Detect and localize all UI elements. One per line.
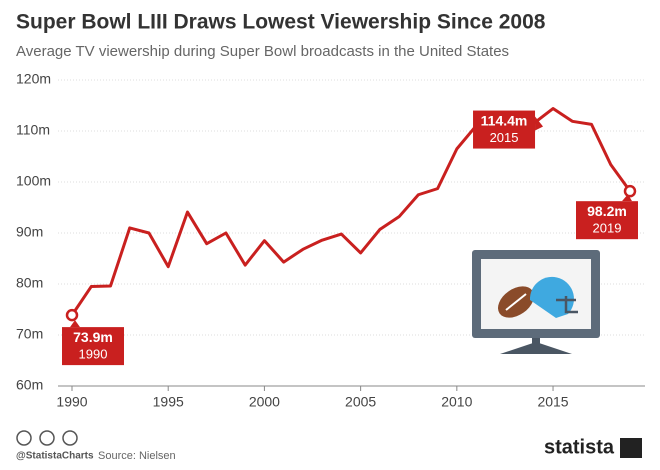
x-tick-label: 2005 (345, 394, 376, 410)
footer-icons (16, 430, 78, 446)
y-tick-label: 100m (16, 173, 51, 189)
source: Source: Nielsen (98, 450, 176, 462)
credit: @StatistaCharts (16, 451, 94, 462)
annotation-box (473, 110, 536, 149)
annotation-pointer (535, 116, 544, 131)
annotation-box (62, 327, 124, 366)
chart-title: Super Bowl LIII Draws Lowest Viewership … (16, 11, 546, 34)
y-tick-label: 60m (16, 377, 43, 393)
y-tick-label: 70m (16, 326, 43, 342)
annotation-value: 114.4m (481, 112, 528, 128)
y-tick-label: 90m (16, 224, 43, 240)
annotation-year: 2015 (490, 130, 519, 145)
annotation-year: 1990 (79, 347, 108, 362)
annotation: 73.9m 1990 (62, 320, 124, 366)
annotation-year: 2019 (593, 221, 622, 236)
x-tick-label: 2015 (537, 394, 568, 410)
y-tick-label: 110m (16, 122, 50, 138)
annotation-box (576, 201, 638, 240)
brand: statista (544, 436, 615, 458)
y-tick-label: 120m (16, 71, 51, 87)
annotation-pointer (70, 320, 80, 328)
x-tick-label: 2000 (249, 394, 280, 410)
end-point (623, 184, 637, 198)
chart-subtitle: Average TV viewership during Super Bowl … (16, 43, 509, 60)
end-point (65, 308, 79, 322)
y-tick-label: 80m (16, 275, 43, 291)
annotation-pointer (622, 194, 632, 202)
annotation-value: 73.9m (73, 329, 113, 345)
x-tick-label: 1995 (153, 394, 184, 410)
x-tick-label: 2010 (441, 394, 472, 410)
annotation: 98.2m 2019 (576, 194, 638, 240)
brand-logo (620, 438, 642, 458)
annotation: 114.4m 2015 (473, 110, 544, 149)
tv-icon (472, 250, 600, 354)
annotation-value: 98.2m (587, 203, 627, 219)
x-tick-label: 1990 (56, 394, 87, 410)
